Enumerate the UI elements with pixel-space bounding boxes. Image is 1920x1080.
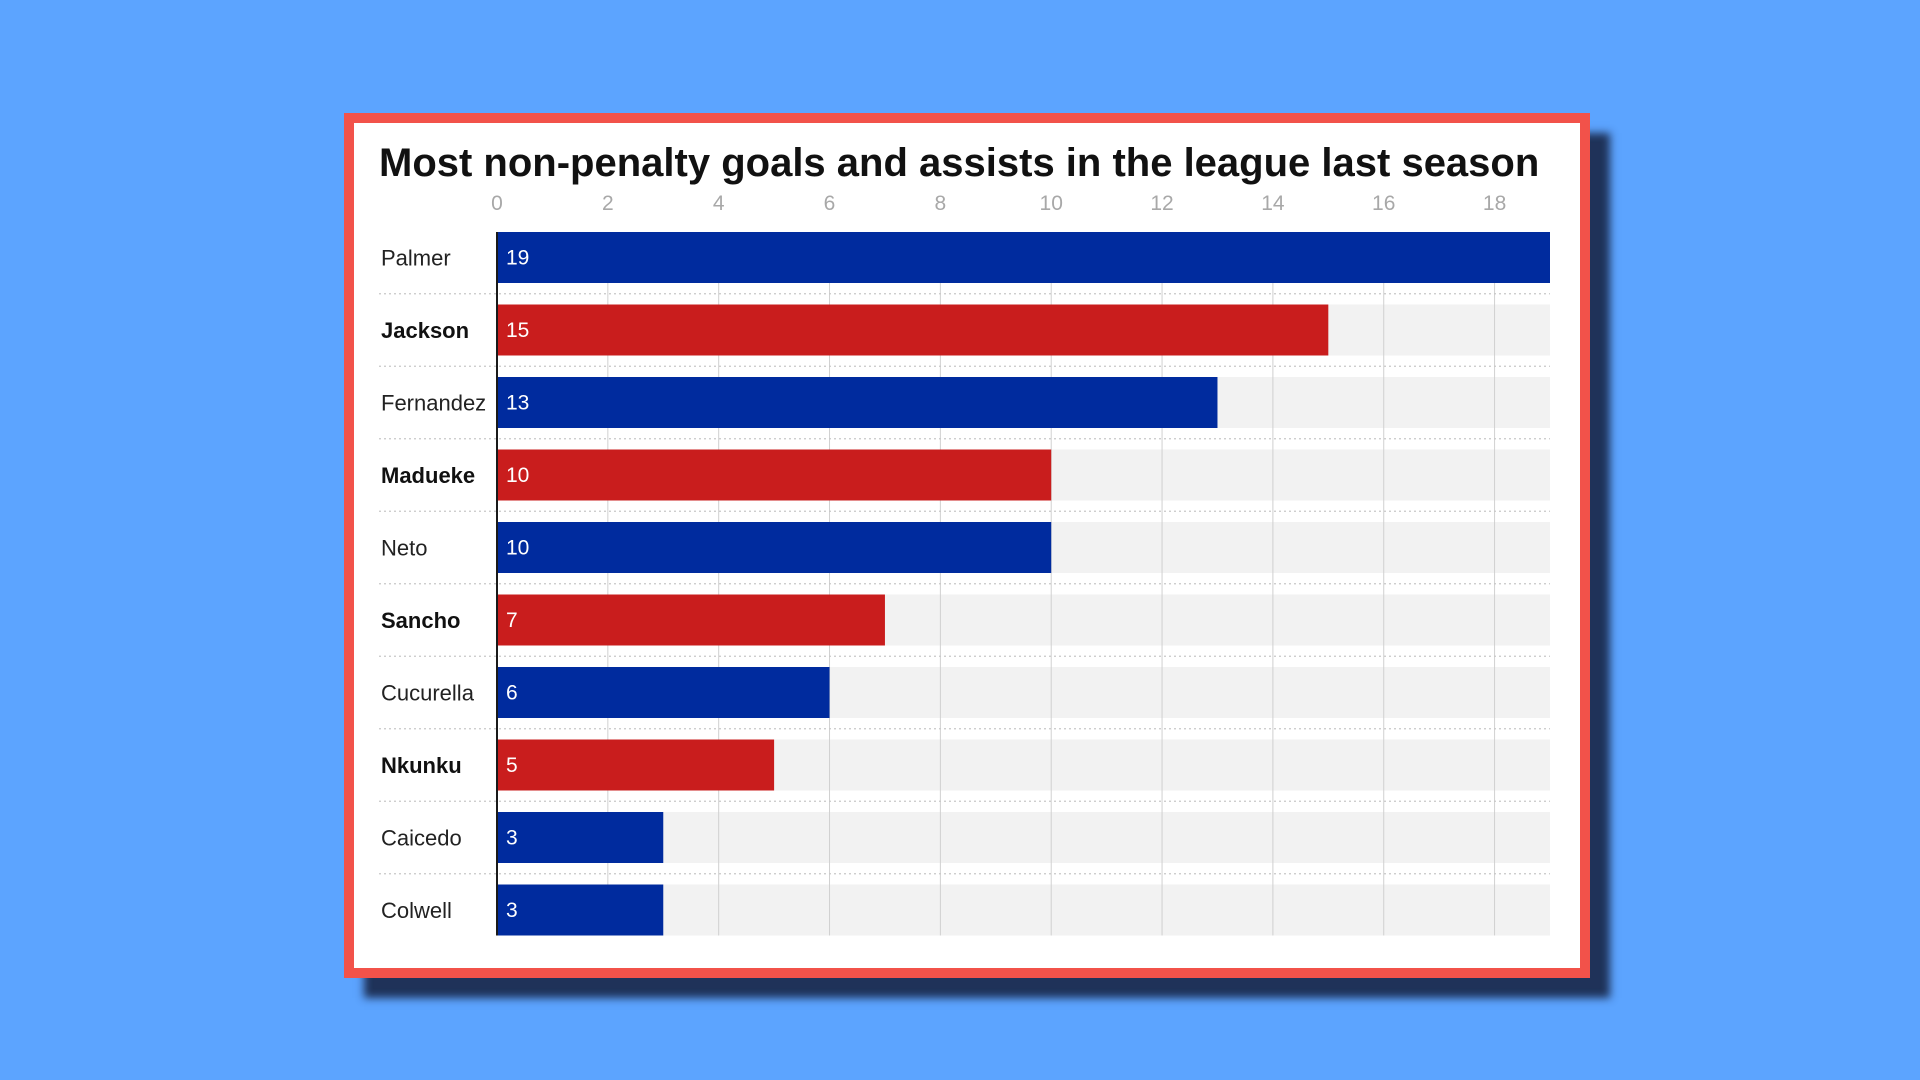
category-label: Madueke [381, 463, 475, 488]
x-tick-label: 14 [1261, 192, 1285, 215]
category-label: Caicedo [381, 826, 462, 851]
chart-card: Most non-penalty goals and assists in th… [344, 113, 1590, 978]
x-tick-label: 16 [1372, 192, 1395, 215]
bar [497, 812, 664, 863]
bar [497, 377, 1218, 428]
category-label: Jackson [381, 318, 469, 343]
data-label: 3 [506, 827, 518, 850]
bar [497, 304, 1329, 356]
bar-chart: 0 2 4 6 8 10 12 14 16 18 19 Palmer 15 Jackson 13 Fernan… [379, 192, 1550, 936]
bar-track [497, 812, 1550, 863]
category-label: Palmer [381, 246, 451, 271]
data-label: 15 [506, 319, 529, 342]
category-label: Cucurella [381, 681, 475, 706]
data-label: 10 [506, 537, 529, 560]
category-label: Nkunku [381, 753, 462, 778]
x-tick-label: 6 [824, 192, 836, 215]
data-label: 13 [506, 392, 529, 415]
bar [497, 667, 830, 718]
x-tick-label: 4 [713, 192, 725, 215]
x-tick-label: 12 [1150, 192, 1173, 215]
data-label: 10 [506, 464, 529, 487]
category-label: Neto [381, 536, 427, 561]
bar [497, 739, 775, 791]
bar [497, 232, 1550, 283]
x-tick-label: 2 [602, 192, 614, 215]
bar [497, 449, 1052, 501]
bar [497, 884, 664, 936]
category-label: Fernandez [381, 391, 486, 416]
x-tick-label: 18 [1483, 192, 1506, 215]
category-label: Sancho [381, 608, 460, 633]
data-label: 5 [506, 754, 518, 777]
x-tick-label: 8 [935, 192, 947, 215]
data-label: 7 [506, 609, 518, 632]
data-label: 6 [506, 682, 518, 705]
category-label: Colwell [381, 898, 452, 923]
x-tick-label: 10 [1040, 192, 1063, 215]
chart-title: Most non-penalty goals and assists in th… [379, 141, 1540, 185]
bar [497, 594, 885, 646]
x-tick-label: 0 [491, 192, 503, 215]
data-label: 3 [506, 899, 518, 922]
bar [497, 522, 1052, 573]
data-label: 19 [506, 247, 529, 270]
bar-track [497, 884, 1550, 936]
